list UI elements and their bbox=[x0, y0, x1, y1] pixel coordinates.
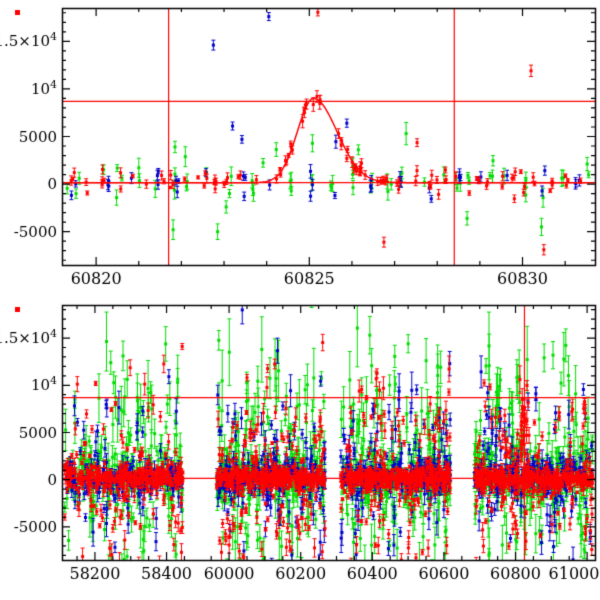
event-zoom-panel bbox=[0, 0, 600, 300]
full-lightcurve-panel bbox=[0, 300, 600, 600]
